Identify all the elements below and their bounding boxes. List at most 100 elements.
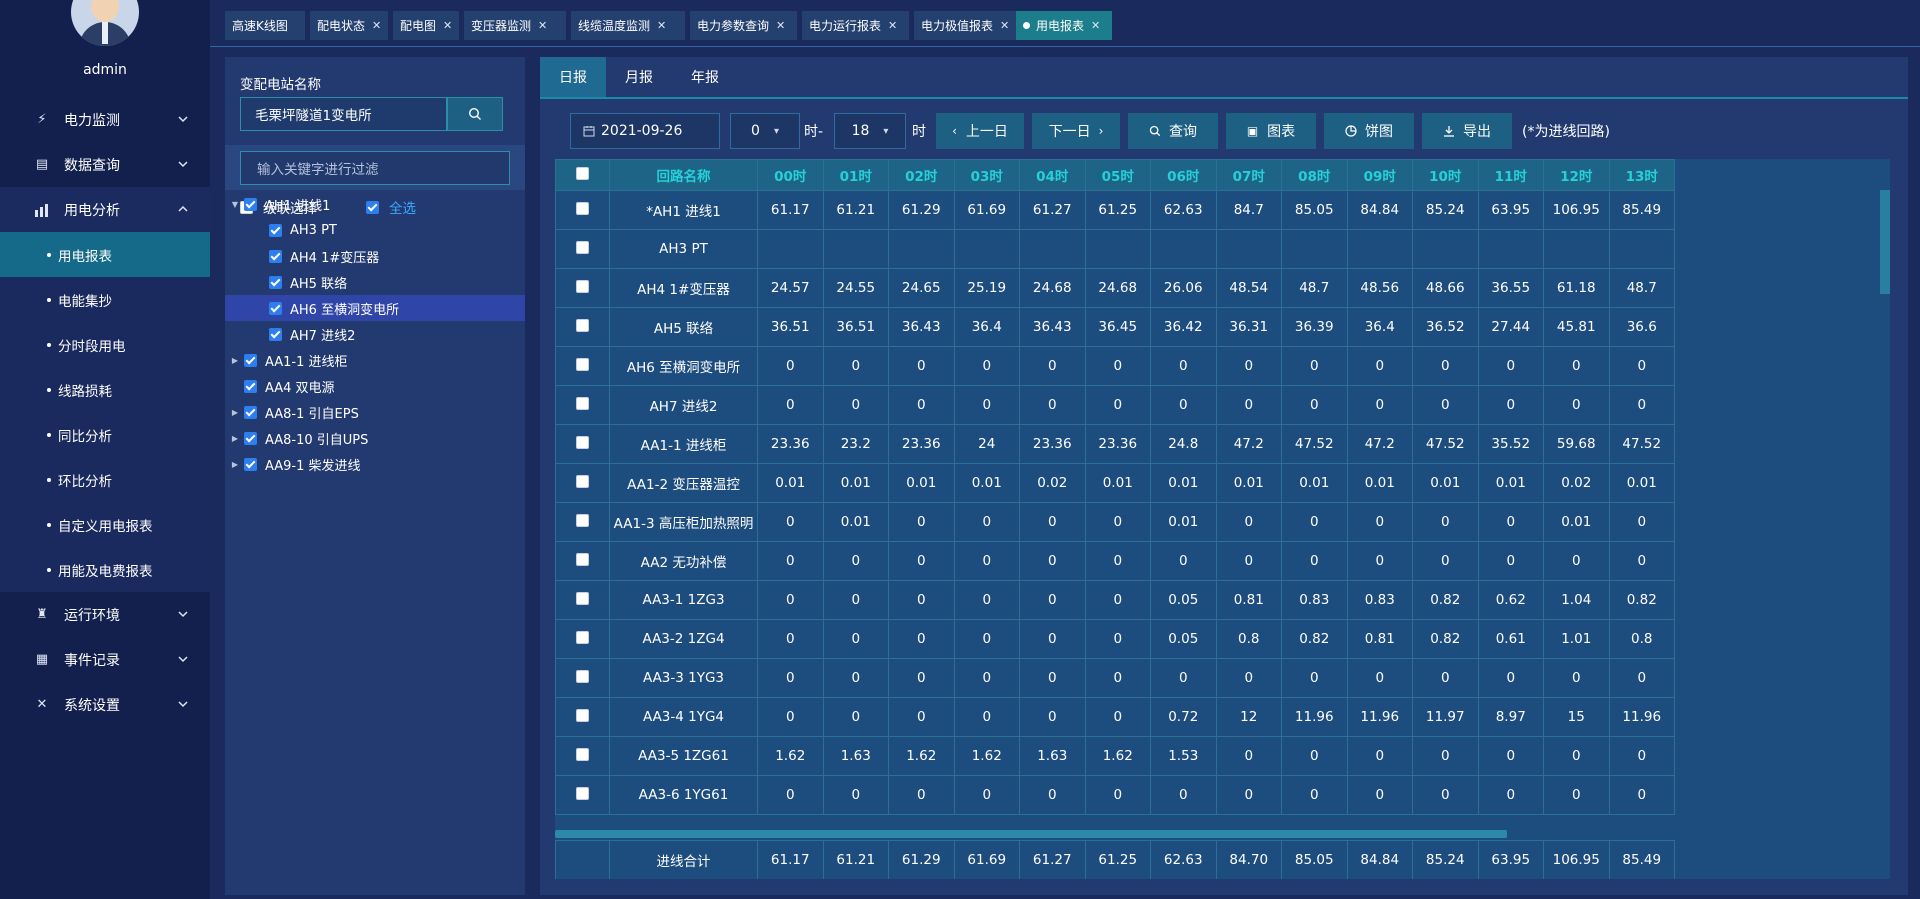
row-checkbox[interactable] [576, 708, 589, 722]
tab-power-usage-report[interactable]: 用电报表 ✕ [1016, 11, 1112, 40]
station-search-button[interactable] [447, 97, 503, 131]
close-icon[interactable]: ✕ [1000, 19, 1010, 32]
close-icon[interactable]: ✕ [657, 19, 667, 32]
date-picker[interactable]: 2021-09-26 [570, 113, 720, 149]
chart-button[interactable]: ▣ 图表 [1226, 113, 1316, 149]
close-icon[interactable]: ✕ [538, 19, 548, 32]
value-cell [1412, 229, 1479, 269]
submenu-item-energy-collect[interactable]: 电能集抄 [0, 277, 210, 322]
tab-transformer-monitor[interactable]: 变压器监测 ✕ [464, 11, 566, 40]
tree-node[interactable]: ▶ AA8-10 引自UPS [225, 425, 525, 451]
submenu-item-energy-fee[interactable]: 用能及电费报表 [0, 547, 210, 592]
prev-day-button[interactable]: ‹ 上一日 [936, 113, 1024, 149]
row-checkbox[interactable] [576, 786, 589, 800]
tree-checkbox[interactable] [269, 223, 282, 237]
row-checkbox[interactable] [576, 630, 589, 644]
tab-kline[interactable]: 高速K线图 [225, 11, 305, 40]
tab-yearly[interactable]: 年报 [691, 70, 719, 86]
submenu-item-time-period[interactable]: 分时段用电 [0, 322, 210, 367]
tree-checkbox[interactable] [244, 457, 257, 471]
caret-right-icon[interactable]: ▶ [231, 433, 239, 443]
value-cell [822, 229, 889, 269]
tree-node[interactable]: ▶ AA9-1 柴发进线 [225, 451, 525, 477]
tab-daily[interactable]: 日报 [540, 57, 606, 97]
hour-from-select[interactable]: 0 ▾ [730, 113, 800, 149]
tree-checkbox[interactable] [244, 197, 257, 211]
menu-system-settings[interactable]: ✕ 系统设置 [0, 682, 210, 727]
tree-node[interactable]: AA4 双电源 [225, 373, 525, 399]
close-icon[interactable]: ✕ [372, 19, 382, 32]
tree-checkbox[interactable] [269, 301, 282, 315]
station-input[interactable]: 毛栗坪隧道1变电所 [240, 97, 447, 131]
scroll-thumb[interactable] [555, 830, 1507, 838]
row-checkbox[interactable] [576, 552, 589, 566]
tab-power-params[interactable]: 电力参数查询 ✕ [690, 11, 797, 40]
tab-distribution-diagram[interactable]: 配电图 ✕ [393, 11, 459, 40]
vertical-scrollbar[interactable] [1880, 190, 1890, 294]
submenu-item-line-loss[interactable]: 线路损耗 [0, 367, 210, 412]
value-cell: 0 [1215, 346, 1282, 386]
row-checkbox[interactable] [576, 201, 589, 215]
filter-input[interactable]: 输入关键字进行过滤 [240, 151, 510, 185]
row-checkbox[interactable] [576, 240, 589, 254]
tree-node[interactable]: AH3 PT [225, 217, 525, 243]
close-icon[interactable]: ✕ [776, 19, 786, 32]
menu-environment[interactable]: ♜ 运行环境 [0, 592, 210, 637]
submenu-item-power-report[interactable]: 用电报表 [0, 232, 210, 277]
row-checkbox[interactable] [576, 474, 589, 488]
row-checkbox[interactable] [576, 318, 589, 332]
select-all-checkbox[interactable] [366, 200, 379, 214]
row-checkbox[interactable] [576, 435, 589, 449]
caret-right-icon[interactable]: ▶ [231, 355, 239, 365]
tree-checkbox[interactable] [269, 327, 282, 341]
select-all-option[interactable]: 全选 [366, 197, 416, 217]
pie-chart-button[interactable]: 饼图 [1324, 113, 1414, 149]
tree-checkbox[interactable] [244, 405, 257, 419]
menu-power-monitor[interactable]: ⚡ 电力监测 [0, 97, 210, 142]
caret-down-icon[interactable]: ▼ [231, 199, 239, 209]
tree-node[interactable]: AH6 至横洞变电所 [225, 295, 525, 321]
horizontal-scrollbar[interactable] [555, 828, 1890, 840]
value-cell: 23.36 [757, 424, 824, 464]
hour-to-select[interactable]: 18 ▾ [834, 113, 906, 149]
tab-cable-temperature[interactable]: 线缆温度监测 ✕ [571, 11, 685, 40]
tree-checkbox[interactable] [244, 353, 257, 367]
tab-power-run-report[interactable]: 电力运行报表 ✕ [802, 11, 909, 40]
tree-node[interactable]: AH5 联络 [225, 269, 525, 295]
row-checkbox[interactable] [576, 396, 589, 410]
menu-event-log[interactable]: ▦ 事件记录 [0, 637, 210, 682]
tab-monthly[interactable]: 月报 [625, 70, 653, 86]
tree-node[interactable]: AH4 1#变压器 [225, 243, 525, 269]
close-icon[interactable]: ✕ [1091, 19, 1101, 32]
submenu-item-custom-report[interactable]: 自定义用电报表 [0, 502, 210, 547]
menu-power-analysis[interactable]: 用电分析 [0, 187, 210, 232]
tree-node[interactable]: AH7 进线2 [225, 321, 525, 347]
row-checkbox[interactable] [576, 669, 589, 683]
caret-right-icon[interactable]: ▶ [231, 407, 239, 417]
tree-node[interactable]: ▶ AA1-1 进线柜 [225, 347, 525, 373]
tab-distribution-status[interactable]: 配电状态 ✕ [310, 11, 388, 40]
submenu-item-mom[interactable]: 环比分析 [0, 457, 210, 502]
tree-node[interactable]: ▶ AA8-1 引自EPS [225, 399, 525, 425]
next-day-button[interactable]: 下一日 › [1032, 113, 1120, 149]
submenu-item-yoy[interactable]: 同比分析 [0, 412, 210, 457]
export-button[interactable]: 导出 [1422, 113, 1512, 149]
query-button[interactable]: 查询 [1128, 113, 1218, 149]
caret-right-icon[interactable]: ▶ [231, 459, 239, 469]
select-all-rows-checkbox[interactable] [576, 166, 589, 180]
menu-data-query[interactable]: ▤ 数据查询 [0, 142, 210, 187]
tree-checkbox[interactable] [244, 431, 257, 445]
tree-node-label: AH4 1#变压器 [290, 250, 380, 266]
close-icon[interactable]: ✕ [888, 19, 898, 32]
row-checkbox[interactable] [576, 747, 589, 761]
tree-checkbox[interactable] [244, 379, 257, 393]
row-checkbox[interactable] [576, 279, 589, 293]
close-icon[interactable]: ✕ [443, 19, 453, 32]
tab-power-extreme-report[interactable]: 电力极值报表 ✕ [914, 11, 1021, 40]
tree-checkbox[interactable] [269, 249, 282, 263]
row-checkbox[interactable] [576, 513, 589, 527]
tree-node[interactable]: ▼ AH1 进线1 [225, 191, 525, 217]
row-checkbox[interactable] [576, 357, 589, 371]
row-checkbox[interactable] [576, 591, 589, 605]
tree-checkbox[interactable] [269, 275, 282, 289]
